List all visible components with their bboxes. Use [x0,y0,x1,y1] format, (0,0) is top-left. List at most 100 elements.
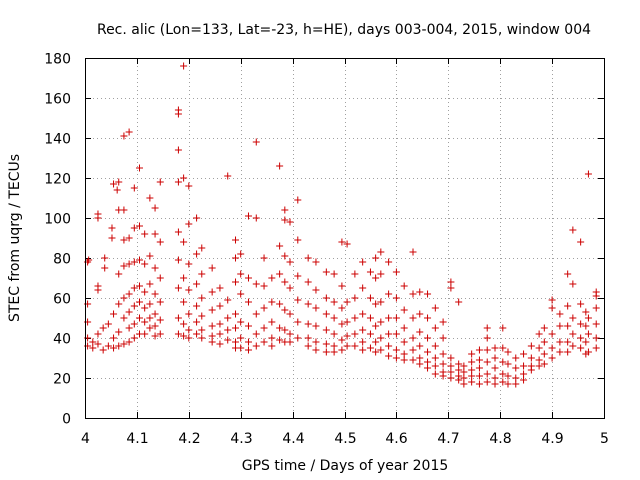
data-point [156,178,164,186]
data-point [377,298,385,306]
data-point [584,170,592,178]
data-point [392,294,400,302]
data-points [84,62,600,388]
data-point [141,260,149,268]
data-point [286,338,294,346]
data-point [400,324,408,332]
data-point [475,346,483,354]
data-point [564,322,572,330]
y-tick-label: 0 [62,412,71,428]
y-tick-label: 100 [44,212,71,228]
data-point [286,330,294,338]
data-point [174,330,182,338]
data-point [548,296,556,304]
data-point [424,348,432,356]
y-tick-label: 20 [53,372,71,388]
data-point [115,342,123,350]
data-point [439,334,447,342]
data-point [156,330,164,338]
data-point [244,298,252,306]
data-point [409,346,417,354]
data-point [268,318,276,326]
data-point [592,304,600,312]
data-point [151,230,159,238]
data-point [535,330,543,338]
data-point [312,258,320,266]
data-point [101,254,109,262]
data-point [89,338,97,346]
data-point [455,366,463,374]
data-point [431,304,439,312]
data-point [512,364,520,372]
data-point [135,298,143,306]
data-point [180,62,188,70]
x-tick-label: 4.2 [178,431,200,447]
data-point [392,268,400,276]
data-point [343,298,351,306]
data-point [351,330,359,338]
data-point [475,364,483,372]
data-point [330,330,338,338]
y-tick-label: 180 [44,52,71,68]
data-point [351,294,359,302]
data-point [455,360,463,368]
data-point [125,308,133,316]
data-point [232,254,240,262]
data-point [260,338,268,346]
data-point [372,322,380,330]
data-point [582,338,590,346]
data-point [460,368,468,376]
data-point [174,314,182,322]
data-point [224,336,232,344]
data-point [224,314,232,322]
data-point [385,314,393,322]
data-point [130,302,138,310]
data-point [409,356,417,364]
data-point [584,348,592,356]
data-point [491,380,499,388]
data-point [592,344,600,352]
data-point [237,270,245,278]
data-point [377,248,385,256]
data-point [294,334,302,342]
y-axis-label: STEC from uqrg / TECUs [7,154,23,322]
data-point [491,344,499,352]
data-point [483,358,491,366]
data-point [377,346,385,354]
data-point [582,322,590,330]
data-point [564,338,572,346]
data-point [276,300,284,308]
data-point [208,332,216,340]
data-point [351,342,359,350]
data-point [400,338,408,346]
data-point [431,370,439,378]
data-point [582,308,590,316]
data-point [359,346,367,354]
data-point [322,326,330,334]
data-point [569,226,577,234]
x-tick-label: 4.1 [126,431,148,447]
data-point [151,290,159,298]
data-point [110,310,118,318]
data-point [244,338,252,346]
data-point [85,256,93,264]
x-tick-label: 5 [600,431,609,447]
data-point [535,344,543,352]
data-point [180,298,188,306]
data-point [281,326,289,334]
data-point [366,344,374,352]
data-point [372,254,380,262]
data-point [447,284,455,292]
data-point [385,258,393,266]
data-point [504,360,512,368]
data-point [447,374,455,382]
data-point [520,370,528,378]
data-point [322,340,330,348]
data-point [359,284,367,292]
data-point [569,314,577,322]
data-point [548,344,556,352]
data-point [94,282,102,290]
data-point [447,354,455,362]
data-point [156,298,164,306]
